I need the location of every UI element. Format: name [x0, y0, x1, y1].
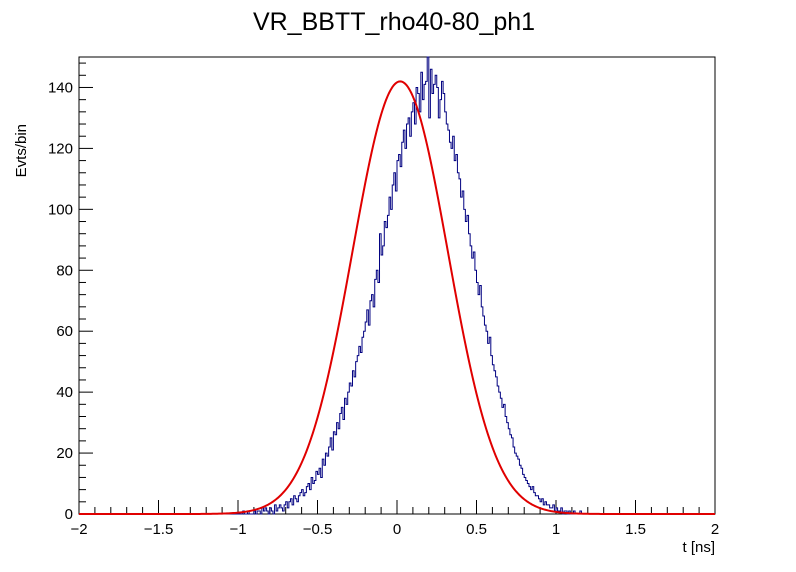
x-tick-label: 2 — [711, 521, 719, 538]
y-tick-label: 120 — [48, 140, 73, 157]
x-tick-label: −1.5 — [144, 521, 174, 538]
y-tick-label: 60 — [56, 323, 73, 340]
x-tick-label: 1.5 — [625, 521, 646, 538]
x-axis-label: t [ns] — [682, 539, 715, 556]
x-tick-label: −2 — [70, 521, 87, 538]
y-tick-label: 0 — [65, 506, 73, 523]
y-tick-label: 100 — [48, 201, 73, 218]
axis-ticks — [78, 62, 716, 515]
histogram-series — [79, 56, 715, 515]
y-tick-label: 40 — [56, 384, 73, 401]
x-tick-label: 0 — [393, 521, 401, 538]
x-tick-label: −0.5 — [303, 521, 333, 538]
x-tick-label: 0.5 — [466, 521, 487, 538]
y-axis-label: Evts/bin — [13, 124, 30, 177]
chart-title: VR_BBTT_rho40-80_ph1 — [253, 8, 535, 36]
gaussian-fit-curve — [79, 80, 715, 515]
y-tick-label: 140 — [48, 79, 73, 96]
x-tick-label: 1 — [552, 521, 560, 538]
y-tick-label: 80 — [56, 262, 73, 279]
x-tick-label: −1 — [229, 521, 246, 538]
y-tick-label: 20 — [56, 445, 73, 462]
